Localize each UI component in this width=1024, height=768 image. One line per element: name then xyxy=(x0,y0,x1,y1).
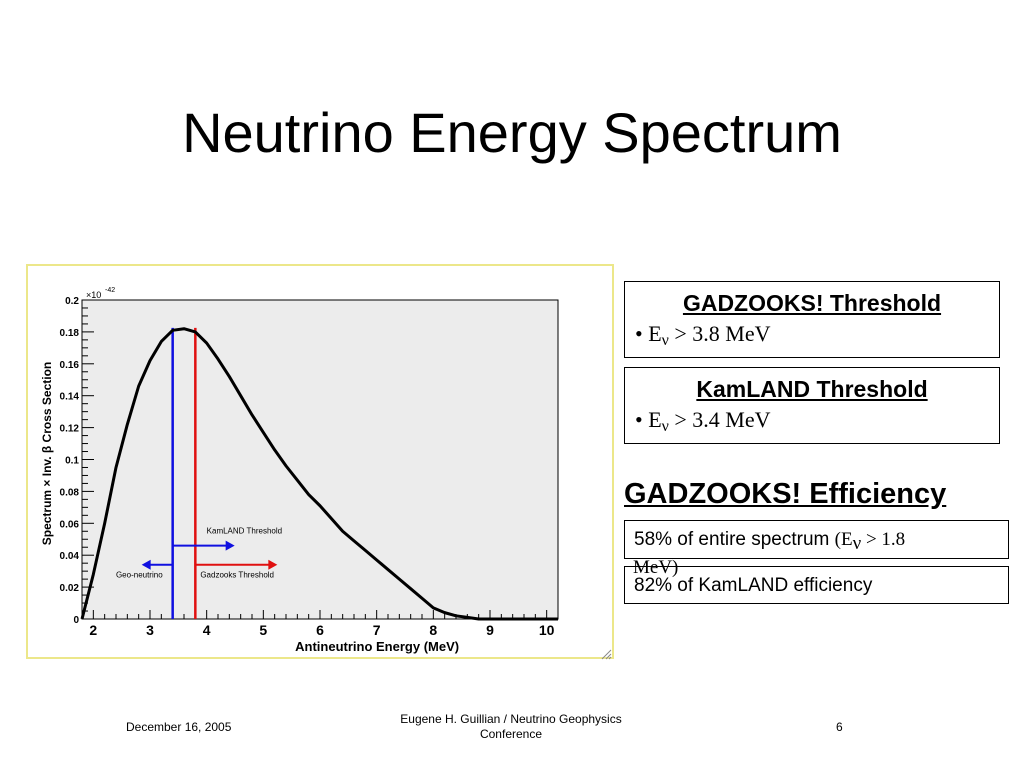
spectrum-chart: 2 3 4 5 6 7 8 9 10 0 0.02 0.04 0.06 0.08 0.1 0.12 0.14 0.… xyxy=(40,287,559,654)
kamland-arrowhead xyxy=(225,540,235,551)
y-tick-label: 0.16 xyxy=(60,360,80,371)
y-tick-label: 0.12 xyxy=(60,424,80,435)
efficiency-line-1-text: 58% of entire spectrum (Eν > 1.8 xyxy=(634,529,1008,555)
y-tick-label: 0.2 xyxy=(65,296,79,307)
gadzooks-arrowhead xyxy=(268,559,278,570)
gadzooks-threshold-box: GADZOOKS! Threshold • Eν > 3.8 MeV xyxy=(624,281,1000,358)
efficiency-line-1: 58% of entire spectrum (Eν > 1.8 xyxy=(624,520,1009,559)
gadzooks-threshold-title: GADZOOKS! Threshold xyxy=(682,290,942,316)
footer-author-line-2: Conference xyxy=(479,727,543,741)
efficiency-title: GADZOOKS! Efficiency xyxy=(624,478,947,510)
nu-subscript: ν xyxy=(661,418,669,435)
x-tick-label: 3 xyxy=(146,622,154,638)
efficiency-overflow-text: MeV) xyxy=(633,557,679,578)
y-tick-label: 0.04 xyxy=(60,551,80,562)
footer-author-line-1: Eugene H. Guillian / Neutrino Geophysics xyxy=(400,712,622,726)
x-tick-label: 2 xyxy=(89,622,97,638)
kamland-threshold-title: KamLAND Threshold xyxy=(696,376,928,402)
spectrum-curve xyxy=(80,327,558,621)
gadzooks-threshold-annotation: Gadzooks Threshold xyxy=(200,571,274,580)
geo-neutrino-annotation: Geo-neutrino xyxy=(116,571,163,580)
y-exponent-label: ×10 xyxy=(86,290,101,300)
kamland-threshold-bullet: • Eν > 3.4 MeV xyxy=(635,407,999,436)
bullet-prefix: • E xyxy=(635,407,662,432)
x-tick-label: 6 xyxy=(316,622,324,638)
y-tick-label: 0.18 xyxy=(60,328,80,339)
bullet-prefix: • E xyxy=(635,321,662,346)
x-axis-label: Antineutrino Energy (MeV) xyxy=(295,639,459,654)
x-tick-label: 9 xyxy=(486,622,494,638)
efficiency-paren-prefix: (E xyxy=(834,529,853,550)
y-exponent-value: -42 xyxy=(105,287,115,294)
y-tick-label: 0.14 xyxy=(60,392,80,403)
efficiency-line-2: 82% of KamLAND efficiency xyxy=(624,566,1009,604)
y-tick-label: 0.06 xyxy=(60,519,80,530)
footer-page-number: 6 xyxy=(836,720,843,734)
x-tick-label: 5 xyxy=(259,622,267,638)
x-tick-label: 4 xyxy=(203,622,211,638)
y-axis-label: Spectrum × Inv. β Cross Section xyxy=(40,362,54,546)
x-tick-label: 7 xyxy=(373,622,381,638)
efficiency-paren-rest: > 1.8 xyxy=(861,529,906,550)
bullet-value: > 3.8 MeV xyxy=(668,321,771,346)
kamland-threshold-annotation: KamLAND Threshold xyxy=(207,527,282,536)
plot-area xyxy=(81,299,559,620)
efficiency-line-2-text: 82% of KamLAND efficiency xyxy=(634,575,873,596)
footer-author: Eugene H. Guillian / Neutrino Geophysics… xyxy=(381,712,641,742)
nu-subscript: ν xyxy=(852,533,862,554)
y-tick-label: 0.1 xyxy=(65,456,79,467)
kamland-threshold-box: KamLAND Threshold • Eν > 3.4 MeV xyxy=(624,367,1000,444)
y-tick-label: 0 xyxy=(73,615,79,626)
slide-title: Neutrino Energy Spectrum xyxy=(182,101,842,164)
y-tick-label: 0.02 xyxy=(60,583,80,594)
x-tick-label: 8 xyxy=(429,622,437,638)
x-tick-label: 10 xyxy=(539,622,555,638)
footer-date: December 16, 2005 xyxy=(126,720,232,734)
bullet-value: > 3.4 MeV xyxy=(668,407,771,432)
geo-arrowhead xyxy=(141,559,151,570)
nu-subscript: ν xyxy=(661,332,669,349)
y-tick-label: 0.08 xyxy=(60,487,80,498)
resize-handle-icon[interactable] xyxy=(600,648,612,660)
efficiency-main-text: 58% of entire spectrum xyxy=(634,529,835,550)
gadzooks-threshold-bullet: • Eν > 3.8 MeV xyxy=(635,321,999,350)
